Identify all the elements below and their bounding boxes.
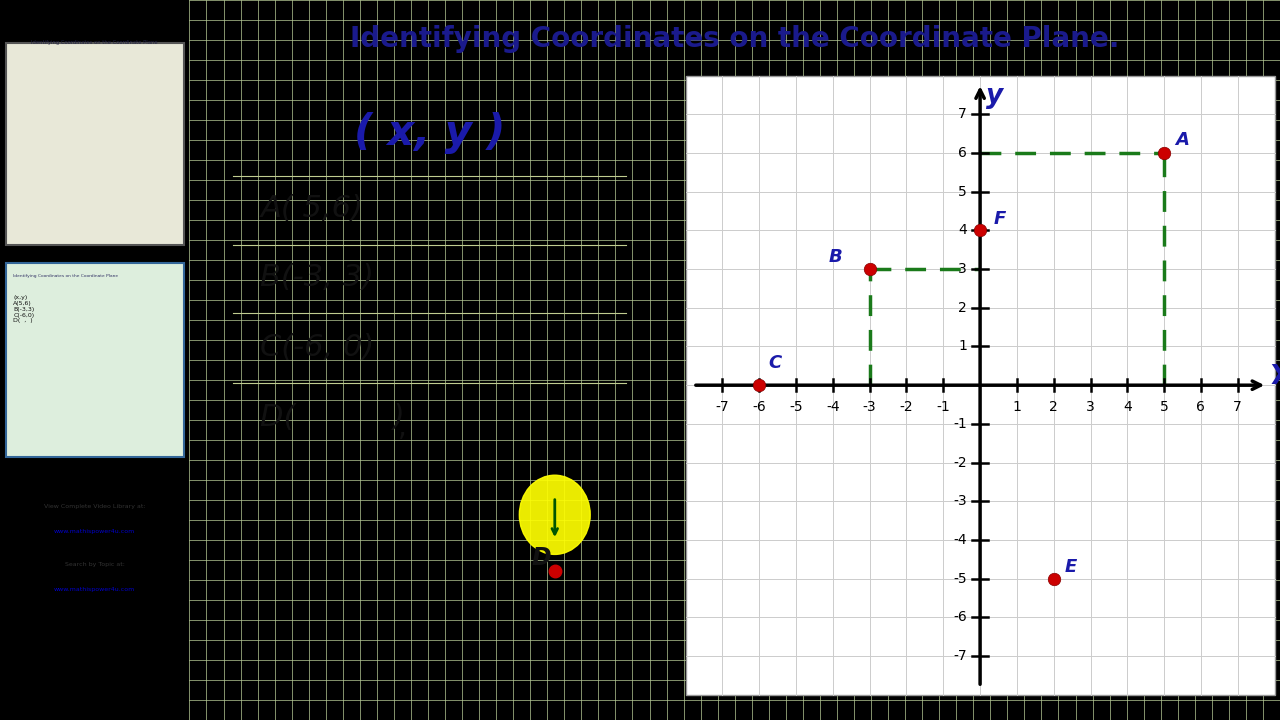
Text: E: E	[1065, 558, 1076, 576]
Text: -5: -5	[790, 400, 803, 413]
Text: -4: -4	[826, 400, 840, 413]
Text: 6: 6	[959, 146, 966, 160]
Text: 1: 1	[959, 340, 966, 354]
Text: C: C	[768, 354, 781, 372]
Text: Search by Topic at:: Search by Topic at:	[65, 562, 124, 567]
Text: 7: 7	[1234, 400, 1242, 413]
Text: -7: -7	[716, 400, 730, 413]
Text: 2: 2	[959, 301, 966, 315]
Text: -2: -2	[954, 456, 966, 469]
Text: -4: -4	[954, 533, 966, 547]
Text: -1: -1	[954, 417, 966, 431]
Text: C(-6, 0): C(-6, 0)	[260, 333, 375, 361]
Text: 5: 5	[1160, 400, 1169, 413]
Text: www.mathispower4u.com: www.mathispower4u.com	[54, 587, 136, 592]
Text: -7: -7	[954, 649, 966, 663]
Text: B: B	[828, 248, 842, 266]
Text: 4: 4	[1123, 400, 1132, 413]
Text: 1: 1	[1012, 400, 1021, 413]
Text: 7: 7	[959, 107, 966, 121]
Text: -5: -5	[954, 572, 966, 585]
Text: ( x, y ): ( x, y )	[353, 112, 506, 154]
Text: -3: -3	[863, 400, 877, 413]
Text: A( 5,6): A( 5,6)	[260, 194, 364, 223]
Text: D: D	[532, 546, 552, 570]
Text: View Complete Video Library at:: View Complete Video Library at:	[44, 504, 146, 509]
Text: 3: 3	[1087, 400, 1094, 413]
Text: -6: -6	[753, 400, 767, 413]
FancyBboxPatch shape	[686, 76, 1275, 695]
Text: y: y	[986, 84, 1002, 109]
Text: 5: 5	[959, 185, 966, 199]
Text: X: X	[1271, 364, 1280, 390]
Text: 2: 2	[1050, 400, 1059, 413]
Text: (x,y)
A(5,6)
B(-3,3)
C(-6,0)
D(  ,  ): (x,y) A(5,6) B(-3,3) C(-6,0) D( , )	[13, 295, 35, 323]
Text: F: F	[993, 210, 1005, 228]
Text: 6: 6	[1197, 400, 1206, 413]
Text: D(          ): D( )	[260, 403, 404, 432]
Text: -2: -2	[900, 400, 914, 413]
Text: A: A	[1175, 131, 1189, 149]
Text: ,: ,	[398, 414, 407, 441]
Text: B(-3, 3): B(-3, 3)	[260, 263, 374, 292]
Text: 3: 3	[959, 262, 966, 276]
Text: -3: -3	[954, 495, 966, 508]
Text: -1: -1	[937, 400, 950, 413]
FancyBboxPatch shape	[5, 263, 184, 457]
Text: www.mathispower4u.com: www.mathispower4u.com	[54, 529, 136, 534]
Text: Identifying Coordinates on the Coordinate Plane.: Identifying Coordinates on the Coordinat…	[349, 25, 1120, 53]
Text: Identifying Coordinates on the Coordinate Plane: Identifying Coordinates on the Coordinat…	[32, 40, 157, 45]
FancyBboxPatch shape	[5, 43, 184, 245]
Text: -6: -6	[954, 611, 966, 624]
Ellipse shape	[520, 475, 590, 554]
Text: 4: 4	[959, 223, 966, 238]
Text: Identifying Coordinates on the Coordinate Plane: Identifying Coordinates on the Coordinat…	[13, 274, 118, 278]
